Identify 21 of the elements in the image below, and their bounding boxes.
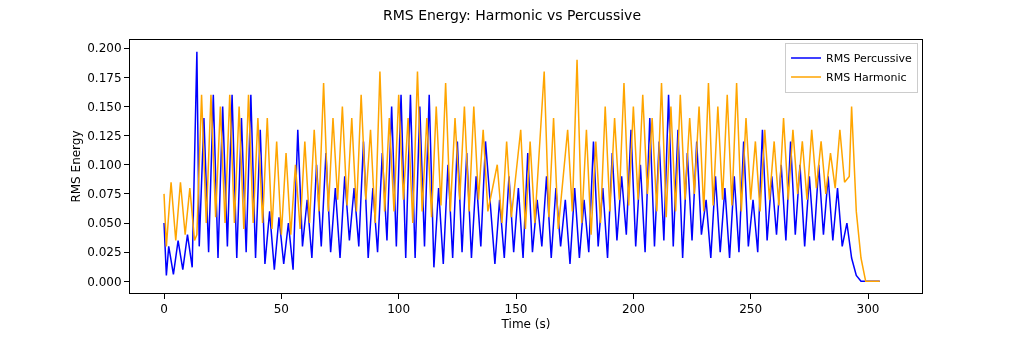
y-tick-label: 0.125	[87, 128, 122, 143]
chart-title: RMS Energy: Harmonic vs Percussive	[382, 7, 642, 24]
y-tick-label: 0.100	[87, 157, 122, 172]
y-tick-label: 0.025	[87, 245, 122, 260]
x-axis-title: Time (s)	[500, 317, 551, 332]
legend-label: RMS Percussive	[826, 52, 912, 66]
x-tick-label: 0	[160, 302, 168, 317]
x-tick-label: 50	[273, 302, 289, 317]
x-tick-label: 100	[387, 302, 411, 317]
x-tick-label: 300	[856, 302, 880, 317]
legend-label: RMS Harmonic	[826, 71, 907, 85]
x-tick-label: 200	[621, 302, 645, 317]
y-tick-label: 0.200	[87, 41, 122, 56]
x-tick-label: 150	[504, 302, 528, 317]
y-tick-label: 0.050	[87, 216, 122, 231]
y-tick-label: 0.075	[87, 187, 122, 202]
y-tick-label: 0.000	[87, 274, 122, 289]
y-tick-label: 0.175	[87, 70, 122, 85]
y-tick-label: 0.150	[87, 99, 122, 114]
y-axis-title: RMS Energy	[68, 130, 83, 203]
x-tick-label: 250	[739, 302, 763, 317]
